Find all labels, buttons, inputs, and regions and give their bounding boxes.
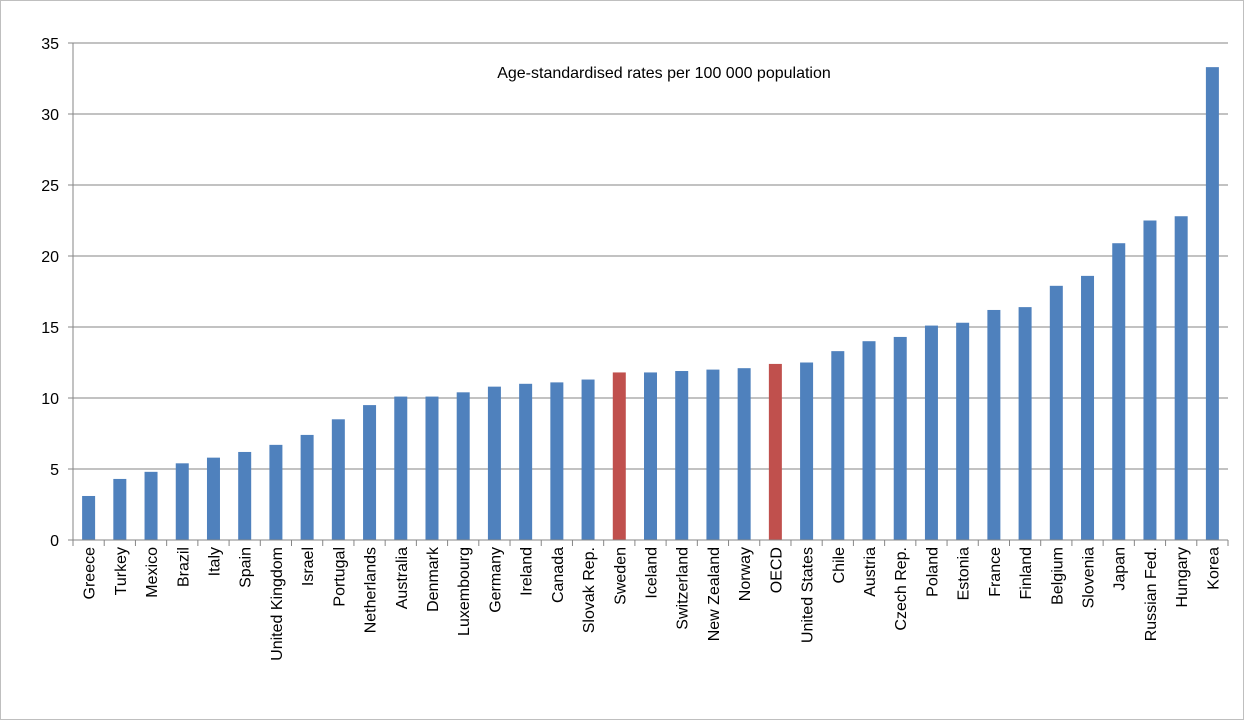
bar-australia <box>394 396 408 540</box>
bar-portugal <box>331 419 345 540</box>
y-tick-label: 25 <box>41 178 59 195</box>
bar-poland <box>924 325 938 540</box>
category-label: Austria <box>862 547 879 597</box>
bar-sweden <box>612 372 626 540</box>
y-tick-label: 20 <box>41 249 59 266</box>
category-label: New Zealand <box>706 547 723 641</box>
y-tick-label: 35 <box>41 36 59 53</box>
category-label: Slovak Rep. <box>581 547 598 633</box>
category-label: Brazil <box>175 547 192 587</box>
category-label: Chile <box>831 547 848 584</box>
category-label: Canada <box>550 547 567 603</box>
category-label: Russian Fed. <box>1143 547 1160 641</box>
category-label: Germany <box>487 547 504 613</box>
bar-korea <box>1205 67 1219 540</box>
gridlines <box>73 42 1228 470</box>
bar-netherlands <box>363 405 377 540</box>
bar-france <box>987 309 1001 540</box>
category-label: Estonia <box>956 547 973 600</box>
category-label: Japan <box>1112 547 1129 591</box>
category-label: Korea <box>1205 547 1222 590</box>
y-tick-label: 5 <box>50 462 59 479</box>
category-label: United States <box>800 547 817 643</box>
category-label: Czech Rep. <box>893 547 910 631</box>
axes <box>68 42 1229 546</box>
category-label: United Kingdom <box>269 547 286 661</box>
category-label: Australia <box>394 547 411 609</box>
bar-chile <box>831 351 845 540</box>
category-label: Iceland <box>644 547 661 599</box>
bar-russian-fed <box>1143 220 1157 540</box>
category-label: France <box>987 547 1004 597</box>
bar-japan <box>1112 243 1126 540</box>
category-label: Sweden <box>612 547 629 605</box>
bar-slovak-rep <box>581 379 595 540</box>
category-label: Ireland <box>519 547 536 596</box>
bar-oecd <box>768 363 782 540</box>
category-label: Italy <box>206 547 223 576</box>
bar-greece <box>82 495 96 540</box>
category-label: Portugal <box>331 547 348 607</box>
bar-turkey <box>113 478 127 540</box>
bar-iceland <box>644 372 657 540</box>
category-label: Turkey <box>113 547 130 595</box>
y-tick-label: 0 <box>50 533 59 550</box>
category-label: Finland <box>1018 547 1035 599</box>
category-label: Poland <box>924 547 941 597</box>
category-label: Greece <box>82 547 99 600</box>
category-label: Mexico <box>144 547 161 598</box>
bar-denmark <box>425 396 439 540</box>
category-label: OECD <box>768 547 785 593</box>
bars <box>82 67 1219 541</box>
category-label: Belgium <box>1049 547 1066 605</box>
y-tick-label: 30 <box>41 107 59 124</box>
bar-switzerland <box>675 371 689 540</box>
category-label: Israel <box>300 547 317 586</box>
bar-hungary <box>1174 216 1188 541</box>
bar-italy <box>206 457 220 540</box>
bar-spain <box>238 451 252 540</box>
bar-finland <box>1018 307 1032 540</box>
bar-canada <box>550 382 564 540</box>
chart-annotation: Age-standardised rates per 100 000 popul… <box>497 65 831 82</box>
category-label: Spain <box>238 547 255 588</box>
bar-ireland <box>519 383 533 540</box>
bar-mexico <box>144 471 158 540</box>
y-tick-labels: 0 5 10 15 20 25 30 35 <box>41 36 59 550</box>
category-labels: Greece Turkey Mexico Brazil Italy Spain United… <box>82 546 1223 661</box>
bar-israel <box>300 434 314 540</box>
bar-norway <box>737 368 751 540</box>
bar-estonia <box>956 322 970 540</box>
bar-slovenia <box>1081 275 1095 540</box>
bar-luxembourg <box>456 392 470 540</box>
bar-united-kingdom <box>269 444 283 540</box>
bar-czech-rep <box>893 336 907 540</box>
bar-belgium <box>1049 285 1063 540</box>
bar-new-zealand <box>706 369 720 540</box>
y-tick-label: 10 <box>41 391 59 408</box>
category-label: Denmark <box>425 546 442 612</box>
category-label: Netherlands <box>363 547 380 633</box>
category-label: Norway <box>737 547 754 601</box>
bar-brazil <box>175 463 189 540</box>
category-label: Slovenia <box>1081 547 1098 608</box>
bar-germany <box>487 386 501 540</box>
bar-austria <box>862 341 876 540</box>
y-tick-label: 15 <box>41 320 59 337</box>
category-label: Hungary <box>1174 547 1191 607</box>
category-label: Switzerland <box>675 547 692 630</box>
category-label: Luxembourg <box>456 547 473 636</box>
bar-united-states <box>800 362 814 540</box>
